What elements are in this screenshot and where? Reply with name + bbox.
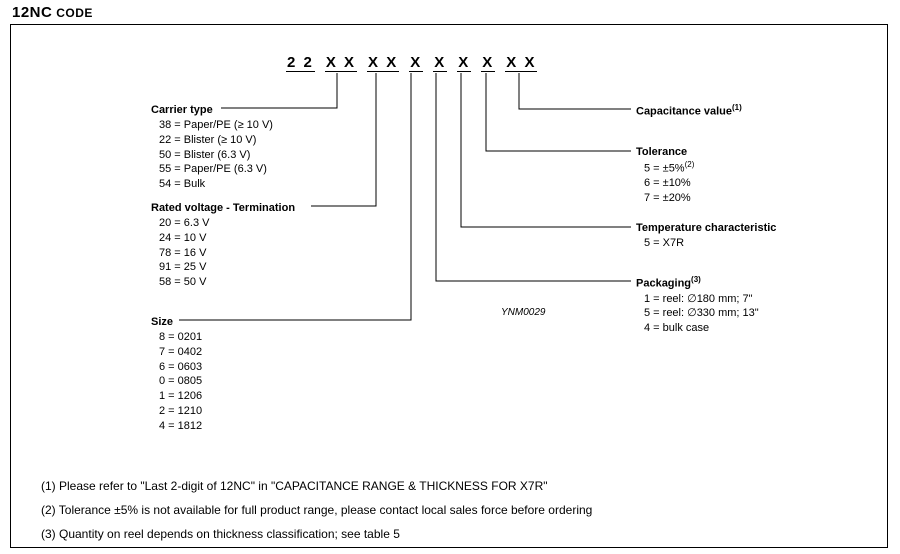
connector-line [486, 73, 631, 151]
block-item: 2 = 1210 [159, 404, 202, 419]
block-header: Temperature characteristic [636, 221, 776, 236]
block-temperature: Temperature characteristic5 = X7R [636, 221, 776, 251]
block-header: Capacitance value(1) [636, 103, 742, 120]
footnote-1: (1) Please refer to "Last 2-digit of 12N… [41, 479, 548, 493]
block-items: 20 = 6.3 V24 = 10 V78 = 16 V91 = 25 V58 … [151, 216, 295, 290]
block-item: 6 = ±10% [644, 176, 694, 191]
block-packaging: Packaging(3)1 = reel: ∅180 mm; 7"5 = ree… [636, 275, 759, 336]
footnote-2: (2) Tolerance ±5% is not available for f… [41, 503, 592, 517]
block-item: 1 = 1206 [159, 389, 202, 404]
block-item: 78 = 16 V [159, 246, 295, 261]
code-segment: X [433, 55, 447, 72]
block-item: 38 = Paper/PE (≥ 10 V) [159, 118, 273, 133]
page-title: 12NC CODE [12, 4, 93, 21]
block-item: 0 = 0805 [159, 374, 202, 389]
code-segment: X [457, 55, 471, 72]
block-item: 91 = 25 V [159, 260, 295, 275]
block-capacitance: Capacitance value(1) [636, 103, 742, 120]
block-header: Rated voltage - Termination [151, 201, 295, 216]
block-items: 8 = 02017 = 04026 = 06030 = 08051 = 1206… [151, 330, 202, 434]
title-sub: CODE [52, 6, 93, 20]
block-item: 5 = reel: ∅330 mm; 13" [644, 306, 759, 321]
block-item: 1 = reel: ∅180 mm; 7" [644, 292, 759, 307]
code-pattern: 2 2X XX XXXXXX X [286, 55, 537, 72]
block-item: 24 = 10 V [159, 231, 295, 246]
code-segment: X X [505, 55, 537, 72]
connector-line [519, 73, 631, 109]
reference-id: YNM0029 [501, 307, 545, 318]
block-item: 55 = Paper/PE (6.3 V) [159, 162, 273, 177]
block-item: 58 = 50 V [159, 275, 295, 290]
block-item: 8 = 0201 [159, 330, 202, 345]
code-segment: X [481, 55, 495, 72]
code-segment: X [409, 55, 423, 72]
block-items: 1 = reel: ∅180 mm; 7"5 = reel: ∅330 mm; … [636, 292, 759, 337]
block-item: 4 = 1812 [159, 419, 202, 434]
block-item: 5 = X7R [644, 236, 776, 251]
code-segment: X X [367, 55, 399, 72]
block-item: 7 = 0402 [159, 345, 202, 360]
block-items: 38 = Paper/PE (≥ 10 V)22 = Blister (≥ 10… [151, 118, 273, 192]
block-item: 22 = Blister (≥ 10 V) [159, 133, 273, 148]
block-item: 50 = Blister (6.3 V) [159, 148, 273, 163]
block-header: Tolerance [636, 145, 694, 160]
block-item: 4 = bulk case [644, 321, 759, 336]
connector-line [461, 73, 631, 227]
block-size: Size8 = 02017 = 04026 = 06030 = 08051 = … [151, 315, 202, 434]
title-main: 12NC [12, 4, 52, 21]
block-rated-voltage: Rated voltage - Termination20 = 6.3 V24 … [151, 201, 295, 290]
diagram-frame: 2 2X XX XXXXXX X Carrier type38 = Paper/… [10, 24, 888, 548]
block-header: Packaging(3) [636, 275, 759, 292]
block-items: 5 = X7R [636, 236, 776, 251]
block-header: Carrier type [151, 103, 273, 118]
block-items: 5 = ±5%(2)6 = ±10%7 = ±20% [636, 160, 694, 206]
block-item: 5 = ±5%(2) [644, 160, 694, 177]
footnote-3: (3) Quantity on reel depends on thicknes… [41, 527, 400, 541]
block-item: 54 = Bulk [159, 177, 273, 192]
block-item: 7 = ±20% [644, 191, 694, 206]
code-segment: 2 2 [286, 55, 315, 72]
connector-line [436, 73, 631, 281]
block-item: 20 = 6.3 V [159, 216, 295, 231]
block-item: 6 = 0603 [159, 360, 202, 375]
connector-line [311, 73, 376, 206]
block-tolerance: Tolerance5 = ±5%(2)6 = ±10%7 = ±20% [636, 145, 694, 206]
block-carrier-type: Carrier type38 = Paper/PE (≥ 10 V)22 = B… [151, 103, 273, 192]
block-header: Size [151, 315, 202, 330]
code-segment: X X [325, 55, 357, 72]
